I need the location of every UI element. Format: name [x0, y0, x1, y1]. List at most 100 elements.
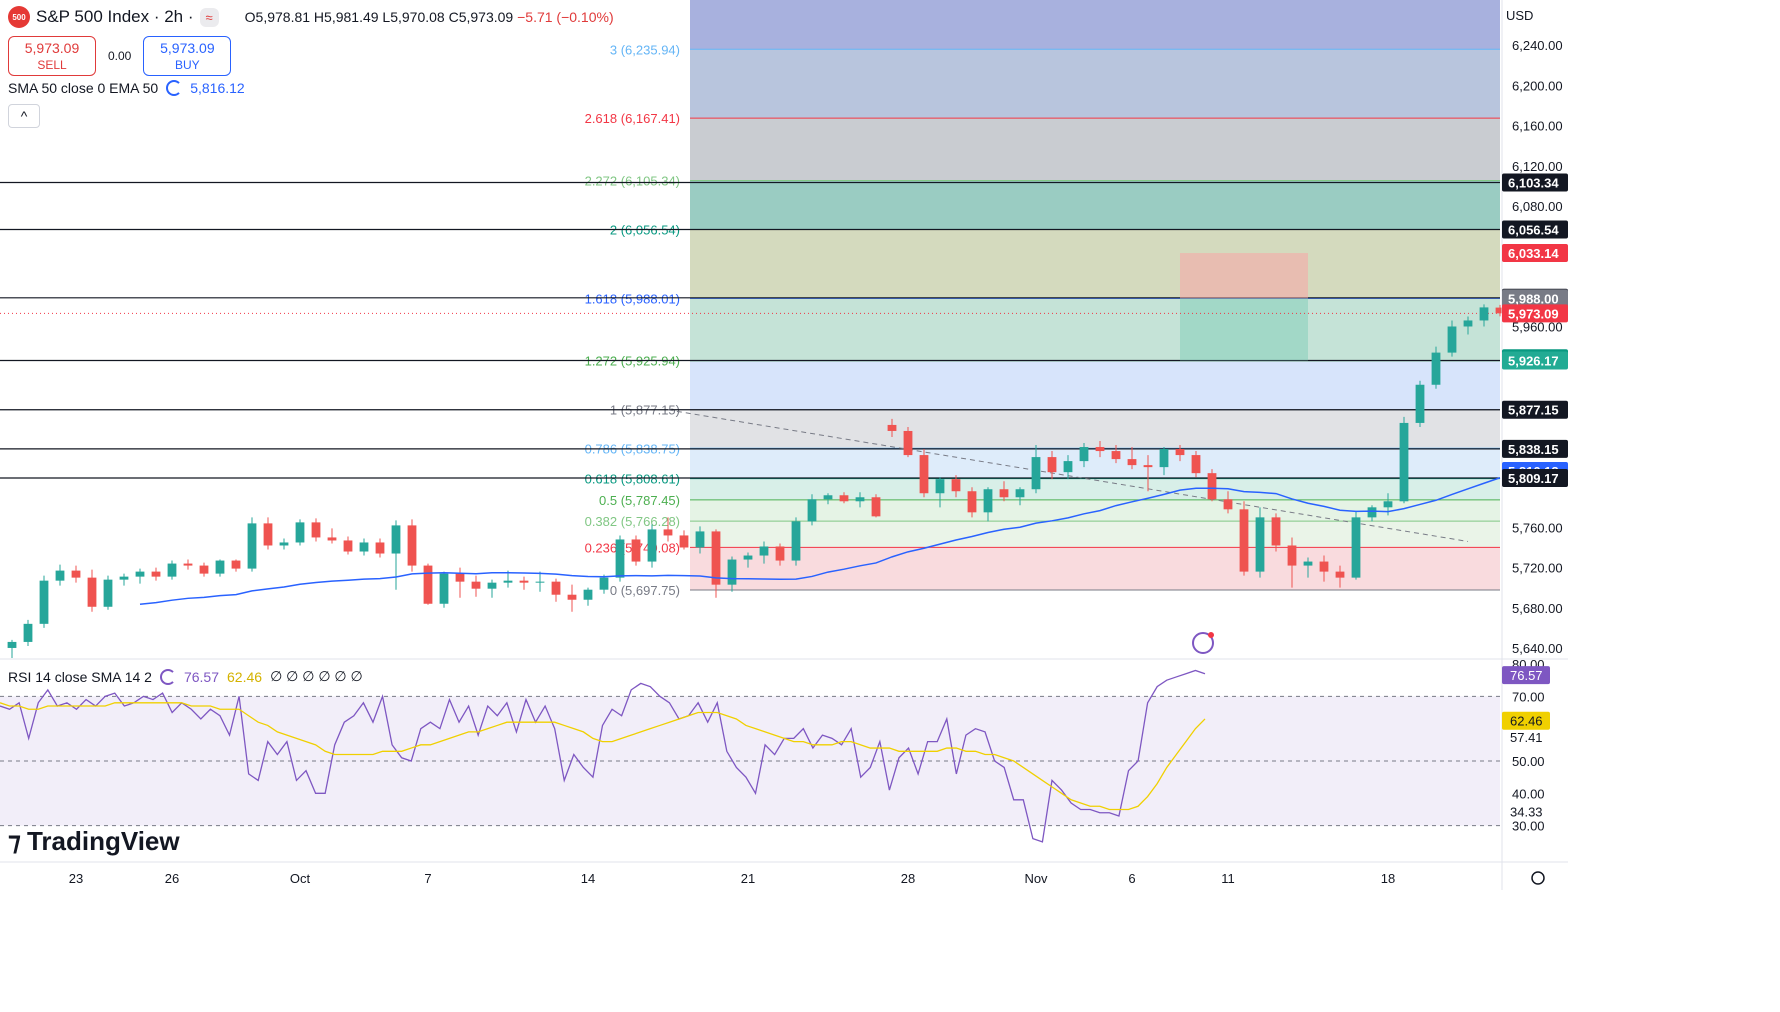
price-tick-label: 5,680.00: [1512, 601, 1563, 616]
price-badge-label: 5,988.00: [1508, 291, 1559, 306]
rsi-sma-line: [0, 702, 1206, 811]
candle-body: [1095, 447, 1105, 452]
alert-dot-icon: [1208, 632, 1214, 638]
rsi-line: [0, 669, 1206, 843]
rsi-legend[interactable]: RSI 14 close SMA 14 2 76.57 62.46 ∅ ∅ ∅ …: [8, 668, 363, 685]
candle-body: [423, 565, 433, 604]
candle-body: [631, 539, 641, 562]
price-badge: [1502, 400, 1568, 419]
candle-body: [903, 430, 913, 456]
price-tick-label: 6,240.00: [1512, 38, 1563, 53]
price-tick-label: 6,080.00: [1512, 199, 1563, 214]
fib-zone: [690, 49, 1500, 119]
candle-body: [295, 522, 305, 543]
sell-label: SELL: [37, 58, 67, 72]
candle-body: [647, 529, 657, 562]
fib-level-label: 2.618 (6,167.41): [585, 111, 680, 126]
time-tick-label: Oct: [290, 871, 311, 886]
candle-body: [1159, 449, 1169, 468]
rsi-badge: [1502, 711, 1550, 730]
candle-body: [231, 560, 241, 569]
price-tick-label: 5,640.00: [1512, 641, 1563, 656]
candle-body: [1063, 461, 1073, 473]
refresh-icon[interactable]: [166, 80, 183, 96]
price-badge: [1502, 244, 1568, 263]
candle-body: [247, 523, 257, 569]
candle-body: [407, 525, 417, 566]
fib-level-label: 3 (6,235.94): [610, 42, 680, 57]
rsi-badge: [1502, 666, 1550, 685]
candle-body: [663, 529, 673, 536]
price-badge-label: 5,877.15: [1508, 403, 1559, 418]
candle-body: [7, 641, 17, 648]
candle-body: [1015, 489, 1025, 498]
candle-body: [119, 576, 129, 580]
symbol-title[interactable]: S&P 500 Index · 2h ·: [36, 7, 194, 26]
candle-body: [279, 542, 289, 546]
alert-icon: [1192, 632, 1214, 654]
candle-body: [791, 521, 801, 561]
fib-zone: [690, 448, 1500, 479]
candle-body: [1223, 499, 1233, 510]
fib-zone: [690, 409, 1500, 449]
fib-zone: [690, 180, 1500, 230]
sell-button[interactable]: 5,973.09 SELL: [8, 36, 96, 76]
candle-body: [599, 577, 609, 590]
buy-button[interactable]: 5,973.09 BUY: [143, 36, 232, 76]
ohlc-readout: O5,978.81 H5,981.49 L5,970.08 C5,973.09 …: [245, 9, 614, 25]
rsi-extra-values: ∅ ∅ ∅ ∅ ∅ ∅: [270, 668, 363, 684]
currency-label[interactable]: USD: [1506, 8, 1534, 23]
candle-body: [823, 495, 833, 500]
candle-body: [1111, 451, 1121, 460]
candle-body: [1047, 457, 1057, 473]
candle-body: [583, 589, 593, 600]
sma-legend[interactable]: SMA 50 close 0 EMA 50 5,816.12: [8, 80, 245, 96]
candle-body: [455, 573, 465, 582]
tradingview-logo[interactable]: ⁊ TradingView: [8, 826, 180, 857]
rsi-badge-label: 57.41: [1510, 730, 1543, 745]
chart-type-pill[interactable]: ≈: [199, 7, 219, 27]
candle-body: [711, 531, 721, 585]
candle-body: [1127, 459, 1137, 466]
candle-body: [967, 491, 977, 513]
time-tick-label: 11: [1221, 871, 1235, 886]
candle-body: [727, 559, 737, 585]
candle-body: [199, 565, 209, 574]
fib-zone: [690, 229, 1500, 299]
fib-zone: [690, 360, 1500, 410]
candle-body: [679, 535, 689, 548]
fib-level-label: 0.618 (5,808.61): [585, 472, 680, 487]
position-tool-target-zone: [1180, 253, 1308, 299]
candle-body: [807, 499, 817, 522]
candle-body: [871, 497, 881, 517]
candle-body: [1255, 517, 1265, 572]
fib-zone: [690, 298, 1500, 361]
tv-logo-icon: ⁊: [8, 826, 21, 856]
price-badge: [1502, 351, 1568, 370]
price-tick-label: 5,760.00: [1512, 520, 1563, 535]
time-tick-label: 28: [901, 871, 915, 886]
candle-body: [343, 540, 353, 552]
candle-body: [375, 542, 385, 554]
time-tick-label: 14: [581, 871, 595, 886]
candle-body: [135, 571, 145, 577]
spread-value: 0.00: [108, 49, 132, 63]
candle-body: [615, 539, 625, 578]
candle-body: [1479, 307, 1489, 321]
candle-body: [743, 555, 753, 560]
candle-body: [151, 571, 161, 577]
price-tick-label: 6,160.00: [1512, 119, 1563, 134]
candle-body: [919, 455, 929, 494]
candle-body: [951, 479, 961, 492]
time-tick-label: 21: [741, 871, 755, 886]
sma-legend-value: 5,816.12: [190, 80, 245, 96]
fib-level-label: 0 (5,697.75): [610, 583, 680, 598]
candle-body: [983, 489, 993, 513]
candle-body: [695, 531, 705, 548]
price-badge-label: 5,838.15: [1508, 442, 1559, 457]
rsi-refresh-icon[interactable]: [159, 668, 176, 685]
price-badge: [1502, 220, 1568, 239]
collapse-legend-button[interactable]: ^: [8, 104, 40, 128]
rsi-tick-label: 30.00: [1512, 819, 1545, 834]
